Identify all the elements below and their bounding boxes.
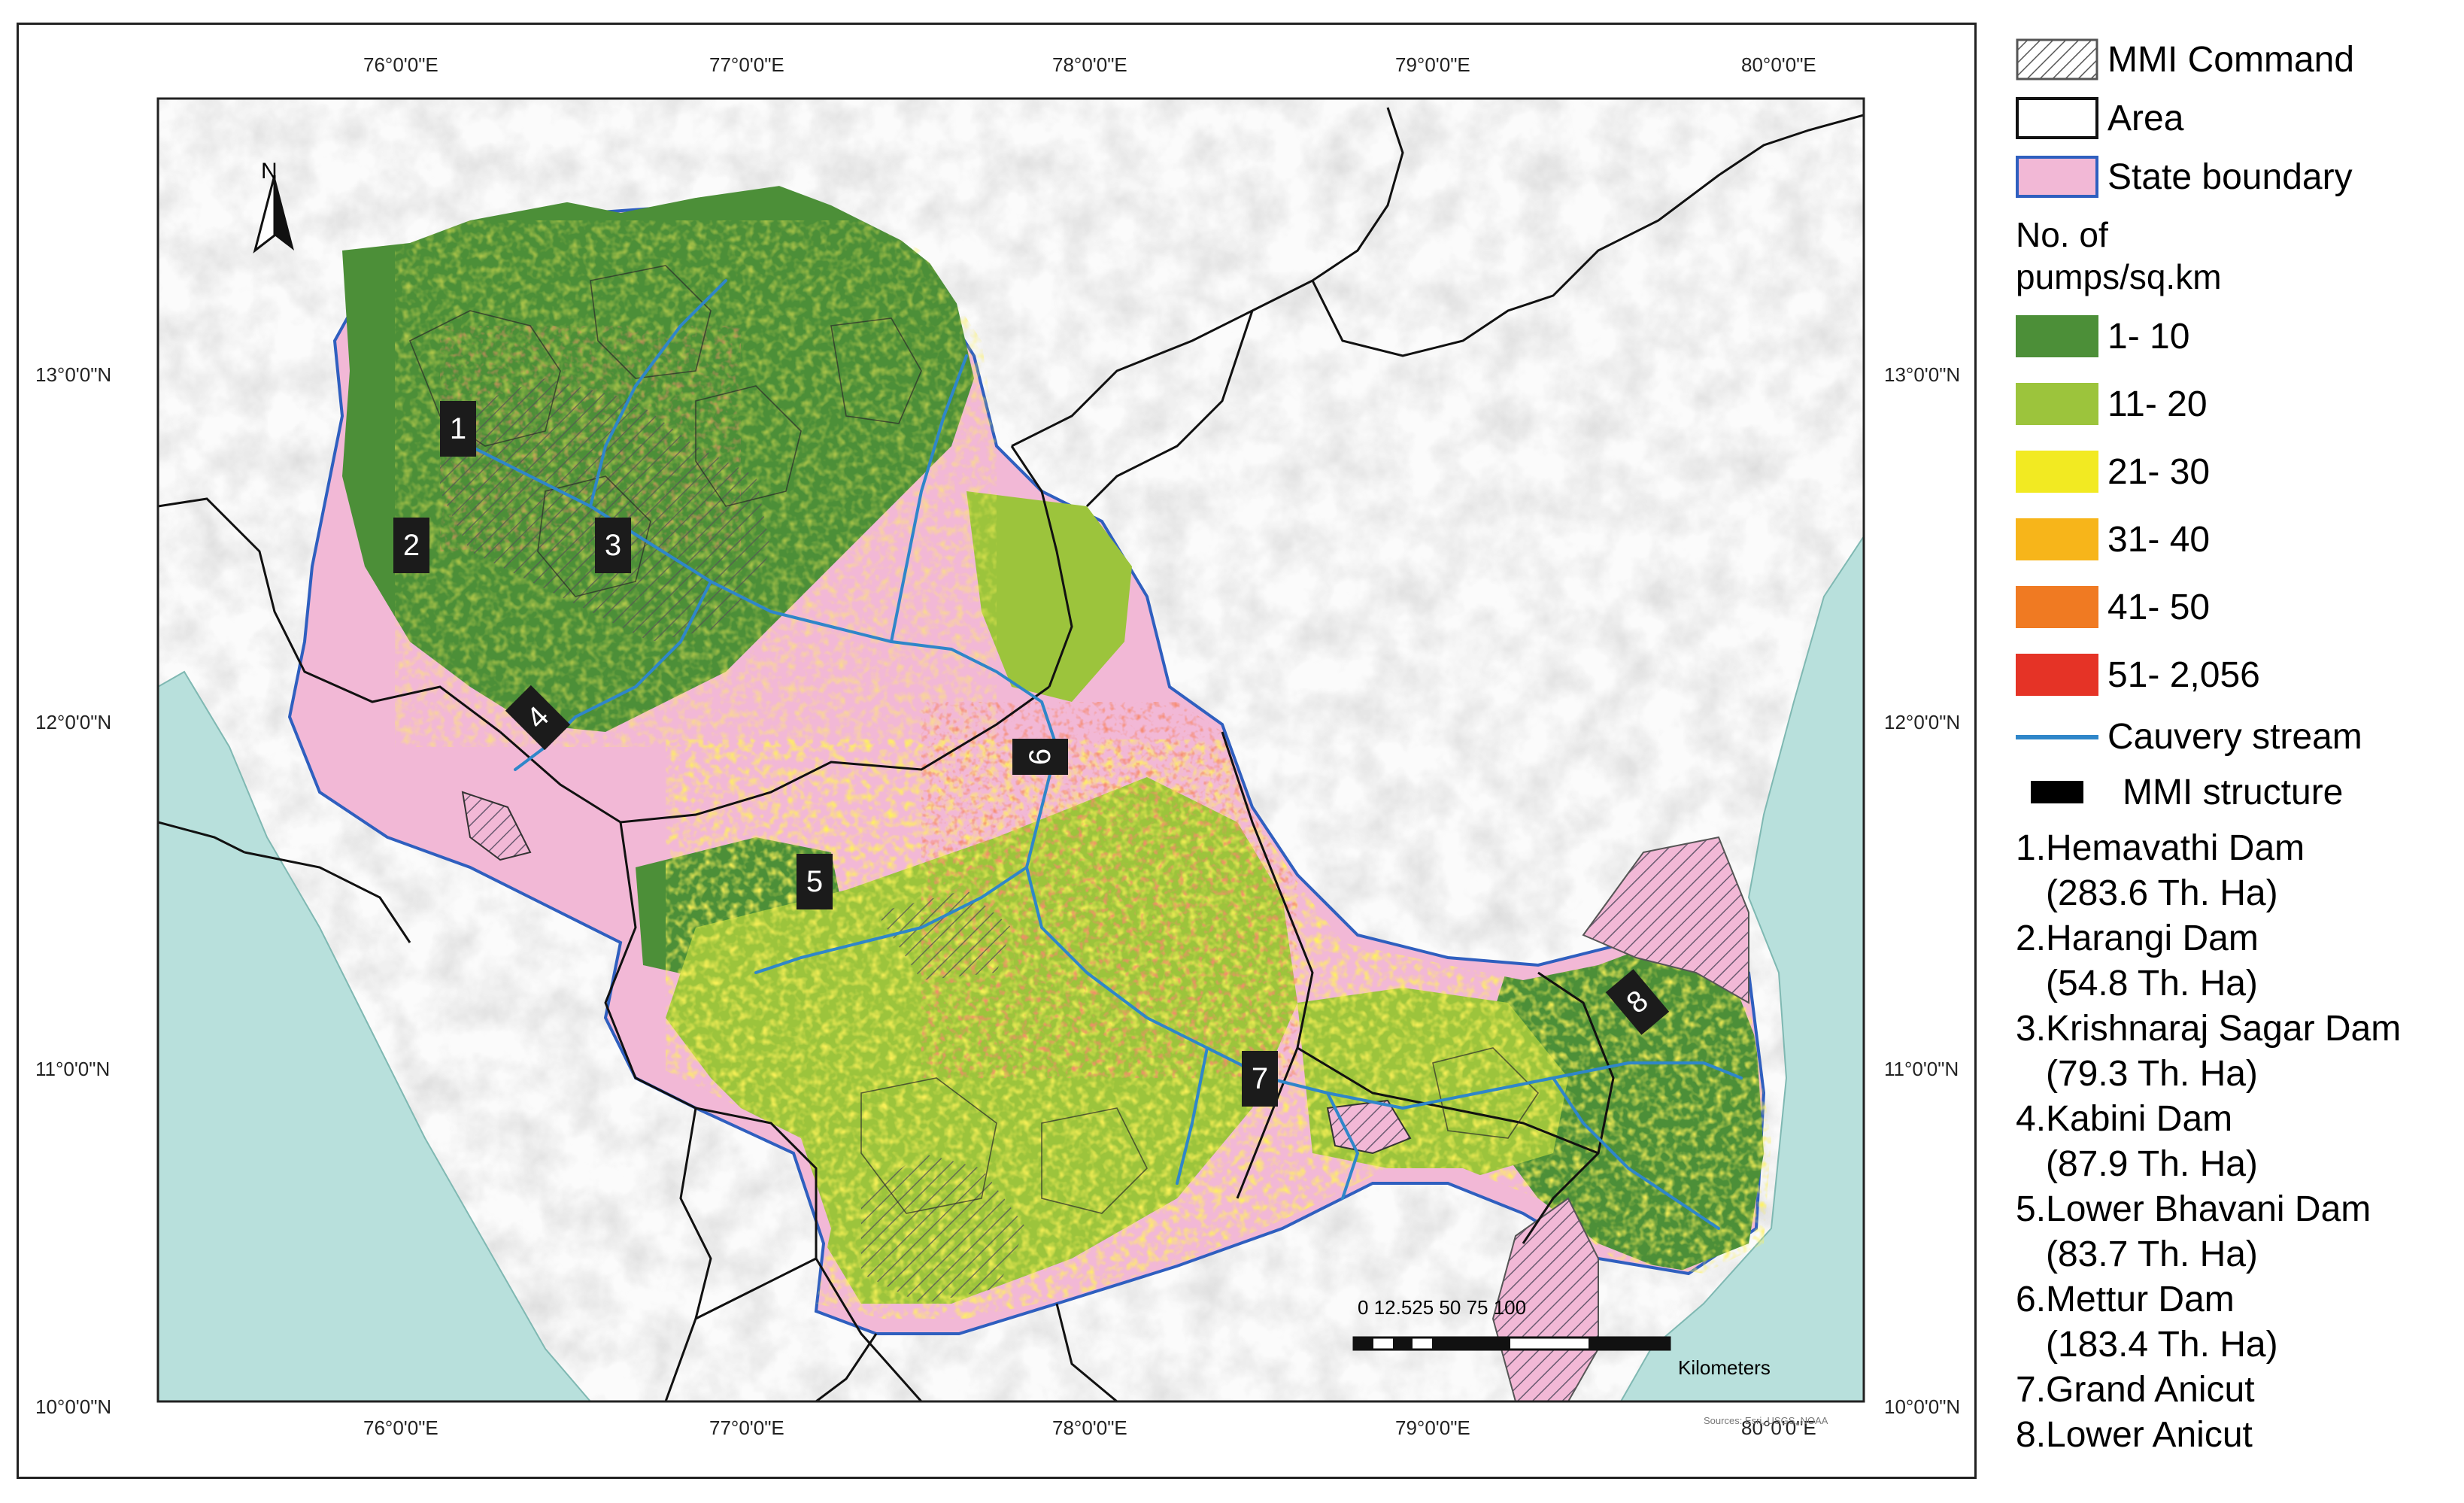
dam-area-2: (54.8 Th. Ha) bbox=[2046, 964, 2258, 1004]
class-swatch bbox=[2016, 518, 2098, 560]
dam-area-1: (283.6 Th. Ha) bbox=[2046, 873, 2278, 913]
dam-marker-3: 3 bbox=[595, 518, 631, 573]
dam-marker-6: 6 bbox=[1012, 739, 1068, 775]
legend-class-5: 41- 50 bbox=[2016, 573, 2459, 641]
lat-label-left-10: 10°0'0"N bbox=[35, 1395, 112, 1418]
map-sources: Sources: Esri, USGS, NOAA bbox=[1704, 1415, 1828, 1426]
class-label: 41- 50 bbox=[2107, 587, 2211, 627]
class-label: 11- 20 bbox=[2107, 384, 2208, 424]
lat-label-left-11: 11°0'0"N bbox=[35, 1058, 111, 1080]
dam-name-4: 4.Kabini Dam bbox=[2016, 1099, 2233, 1139]
lat-label-left-12: 12°0'0"N bbox=[35, 711, 112, 733]
legend-label: Area bbox=[2107, 98, 2184, 138]
legend-structure: MMI structure bbox=[2016, 764, 2459, 820]
lon-label-bottom-76: 76°0'0"E bbox=[363, 1416, 438, 1439]
outline-box-icon bbox=[2016, 97, 2098, 139]
lat-label-right-12: 12°0'0"N bbox=[1884, 711, 1961, 733]
dam-marker-1: 1 bbox=[440, 401, 476, 457]
class-swatch bbox=[2016, 654, 2098, 696]
lon-label-top-80: 80°0'0"E bbox=[1741, 53, 1816, 76]
dam-area-5: (83.7 Th. Ha) bbox=[2046, 1234, 2258, 1274]
lon-label-top-78: 78°0'0"E bbox=[1052, 53, 1127, 76]
structure-icon bbox=[2031, 781, 2083, 803]
legend-stream: Cauvery stream bbox=[2016, 709, 2459, 764]
dam-name-8: 8.Lower Anicut bbox=[2016, 1415, 2253, 1455]
dam-list: 1.Hemavathi Dam (283.6 Th. Ha) 2.Harangi… bbox=[2016, 826, 2459, 1458]
legend-area: Area bbox=[2016, 89, 2459, 147]
dam-marker-2: 2 bbox=[393, 518, 429, 573]
legend-label: MMI structure bbox=[2123, 772, 2344, 812]
hatched-box-icon bbox=[2016, 38, 2098, 80]
legend-heading: No. of pumps/sq.km bbox=[2016, 215, 2222, 296]
class-swatch bbox=[2016, 586, 2098, 628]
dam-area-6: (183.4 Th. Ha) bbox=[2046, 1325, 2278, 1365]
legend-class-4: 31- 40 bbox=[2016, 506, 2459, 573]
class-label: 1- 10 bbox=[2107, 316, 2190, 357]
lat-label-right-10: 10°0'0"N bbox=[1884, 1395, 1961, 1418]
north-arrow-icon bbox=[253, 175, 294, 254]
class-label: 21- 30 bbox=[2107, 451, 2211, 492]
lat-label-right-11: 11°0'0"N bbox=[1884, 1058, 1959, 1080]
legend-label: MMI Command bbox=[2107, 39, 2355, 80]
class-label: 51- 2,056 bbox=[2107, 654, 2260, 695]
lon-label-top-76: 76°0'0"E bbox=[363, 53, 438, 76]
scale-bar-ticks: 0 12.525 50 75 100 bbox=[1358, 1296, 1527, 1319]
dam-name-3: 3.Krishnaraj Sagar Dam bbox=[2016, 1009, 2402, 1049]
scale-bar bbox=[1352, 1336, 1671, 1351]
north-label: N bbox=[261, 159, 278, 184]
dam-name-6: 6.Mettur Dam bbox=[2016, 1280, 2235, 1319]
scale-bar-unit: Kilometers bbox=[1678, 1356, 1771, 1379]
dam-name-7: 7.Grand Anicut bbox=[2016, 1370, 2255, 1410]
legend-mmi-command: MMI Command bbox=[2016, 30, 2459, 89]
legend-class-2: 11- 20 bbox=[2016, 370, 2459, 438]
legend-class-6: 51- 2,056 bbox=[2016, 641, 2459, 709]
class-label: 31- 40 bbox=[2107, 519, 2211, 560]
legend-label: Cauvery stream bbox=[2107, 716, 2362, 757]
lon-label-top-77: 77°0'0"E bbox=[709, 53, 784, 76]
lat-label-right-13: 13°0'0"N bbox=[1884, 363, 1961, 386]
lon-label-bottom-80: 80°0'0"E bbox=[1741, 1416, 1816, 1439]
legend-label: State boundary bbox=[2107, 156, 2353, 197]
dam-marker-5: 5 bbox=[797, 854, 833, 909]
cauvery-stream bbox=[469, 445, 1743, 1110]
map-canvas bbox=[156, 97, 1865, 1403]
class-swatch bbox=[2016, 315, 2098, 357]
pink-box-blue-border-icon bbox=[2016, 156, 2098, 198]
lon-label-top-79: 79°0'0"E bbox=[1395, 53, 1470, 76]
lon-label-bottom-79: 79°0'0"E bbox=[1395, 1416, 1470, 1439]
dam-name-1: 1.Hemavathi Dam bbox=[2016, 828, 2305, 868]
class-swatch bbox=[2016, 451, 2098, 493]
dam-marker-7: 7 bbox=[1242, 1051, 1278, 1107]
class-swatch bbox=[2016, 383, 2098, 425]
dam-name-2: 2.Harangi Dam bbox=[2016, 918, 2259, 958]
dam-area-4: (87.9 Th. Ha) bbox=[2046, 1144, 2258, 1184]
map-frame: 76°0'0"E 77°0'0"E 78°0'0"E 79°0'0"E 80°0… bbox=[17, 23, 1977, 1479]
legend-state-boundary: State boundary bbox=[2016, 147, 2459, 206]
lon-label-bottom-78: 78°0'0"E bbox=[1052, 1416, 1127, 1439]
legend-class-3: 21- 30 bbox=[2016, 438, 2459, 506]
lat-label-left-13: 13°0'0"N bbox=[35, 363, 112, 386]
dam-name-5: 5.Lower Bhavani Dam bbox=[2016, 1189, 2371, 1229]
legend-class-1: 1- 10 bbox=[2016, 302, 2459, 370]
stream-line-icon bbox=[2016, 715, 2098, 758]
dam-area-3: (79.3 Th. Ha) bbox=[2046, 1054, 2258, 1094]
legend: MMI Command Area State boundary No. of p… bbox=[2016, 30, 2459, 1458]
lon-label-bottom-77: 77°0'0"E bbox=[709, 1416, 784, 1439]
